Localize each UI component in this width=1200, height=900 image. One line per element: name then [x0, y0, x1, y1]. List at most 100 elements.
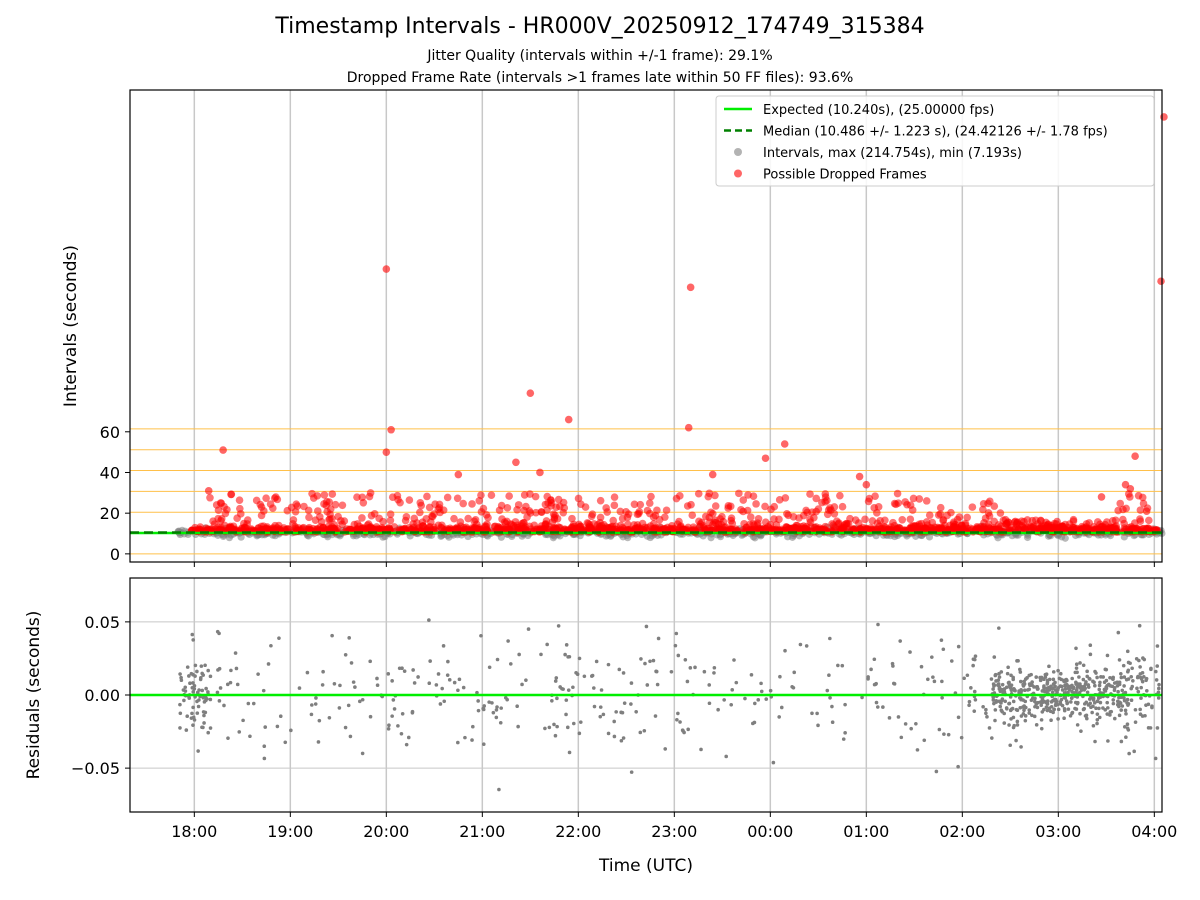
- residual-point: [229, 668, 233, 673]
- dropped-frame-point: [824, 506, 833, 514]
- dropped-frame-point: [683, 502, 692, 510]
- dropped-frame-point: [844, 520, 853, 528]
- residual-point: [827, 673, 831, 678]
- residual-point: [445, 673, 450, 677]
- dropped-frame-point: [634, 509, 643, 518]
- residual-point: [993, 718, 997, 723]
- residual-point: [1142, 657, 1147, 662]
- residual-point: [699, 747, 703, 752]
- residual-point: [185, 714, 190, 719]
- residual-point: [283, 740, 288, 745]
- residual-point: [1003, 699, 1008, 704]
- residual-point: [990, 736, 994, 740]
- residual-point: [193, 663, 198, 668]
- dropped-frame-point: [701, 512, 710, 521]
- dropped-frame-point: [802, 522, 811, 531]
- residual-point: [463, 735, 467, 740]
- top-y-tick-label: 60: [100, 423, 120, 442]
- dropped-frame-point: [305, 513, 313, 522]
- residual-point: [1155, 644, 1160, 648]
- residual-point: [872, 657, 877, 662]
- dropped-frame-point: [388, 493, 397, 501]
- residual-point: [476, 708, 481, 713]
- residual-point: [461, 685, 466, 690]
- legend-entry-label: Possible Dropped Frames: [763, 168, 927, 183]
- residual-point: [360, 697, 365, 702]
- residual-point: [261, 688, 266, 693]
- residual-point: [198, 677, 203, 682]
- residual-point: [1056, 668, 1060, 673]
- residual-point: [434, 683, 439, 687]
- residual-point: [241, 718, 245, 723]
- residual-point: [1103, 667, 1108, 672]
- residual-point: [1025, 676, 1029, 680]
- dropped-frame-point: [661, 513, 669, 521]
- residual-point: [1022, 708, 1026, 713]
- residual-point: [1042, 685, 1046, 690]
- residual-point: [1084, 680, 1088, 684]
- residual-point: [798, 642, 803, 647]
- dropped-frame-point: [212, 501, 221, 509]
- residual-point: [1144, 703, 1148, 707]
- residual-point: [263, 725, 268, 729]
- dropped-frame-point: [739, 496, 748, 504]
- residual-point: [1129, 674, 1134, 679]
- residual-point: [1123, 708, 1128, 713]
- interval-point: [497, 533, 505, 541]
- dropped-frame-point: [1111, 516, 1120, 525]
- residual-point: [191, 705, 195, 710]
- dropped-frame-point: [711, 491, 719, 500]
- residual-point: [1004, 706, 1009, 710]
- dropped-frame-point: [550, 513, 559, 522]
- dropped-frame-point: [202, 524, 211, 533]
- dropped-frame-point: [636, 500, 645, 509]
- residual-point: [1139, 696, 1143, 700]
- residual-point: [1006, 665, 1010, 670]
- residual-point: [874, 700, 879, 705]
- residual-point: [971, 657, 976, 661]
- residual-point: [1019, 688, 1023, 692]
- residual-point: [1117, 713, 1122, 718]
- residual-point: [1050, 686, 1055, 691]
- residual-point: [1030, 713, 1034, 718]
- residual-point: [215, 690, 220, 695]
- residual-point: [1088, 652, 1093, 657]
- dropped-frame-point: [922, 497, 931, 505]
- residual-point: [317, 718, 322, 723]
- residual-point: [1133, 707, 1138, 712]
- residual-point: [872, 682, 877, 687]
- residual-point: [991, 698, 996, 702]
- residual-point: [278, 714, 283, 719]
- residual-point: [1039, 718, 1044, 722]
- residual-point: [475, 690, 479, 695]
- residual-point: [1106, 706, 1110, 710]
- residual-point: [1112, 686, 1117, 690]
- residual-point: [1074, 666, 1079, 670]
- residual-point: [1007, 701, 1011, 706]
- residual-point: [1042, 699, 1047, 704]
- residual-point: [651, 658, 656, 663]
- dropped-frame-point: [220, 521, 229, 530]
- dropped-frame-point: [854, 519, 863, 527]
- dropped-frame-point: [1032, 516, 1040, 525]
- residual-point: [555, 724, 559, 729]
- residual-point: [196, 704, 201, 709]
- residual-point: [732, 658, 736, 662]
- residual-point: [702, 669, 707, 674]
- dropped-frame-point: [409, 520, 417, 528]
- residual-point: [440, 686, 444, 691]
- residual-point: [375, 683, 380, 687]
- dropped-frame-point: [735, 489, 743, 498]
- x-tick-label: 19:00: [267, 822, 313, 841]
- residual-point: [204, 698, 208, 703]
- residual-point: [179, 675, 183, 680]
- dropped-frame-point: [567, 524, 576, 532]
- residual-point: [866, 677, 870, 681]
- residual-point: [949, 659, 954, 663]
- dropped-frame-point: [925, 511, 934, 519]
- dropped-frame-point: [359, 498, 368, 507]
- dropped-frame-point: [727, 525, 736, 534]
- residual-point: [1085, 669, 1089, 674]
- dropped-frame-point: [818, 498, 826, 507]
- residual-point: [1047, 706, 1052, 710]
